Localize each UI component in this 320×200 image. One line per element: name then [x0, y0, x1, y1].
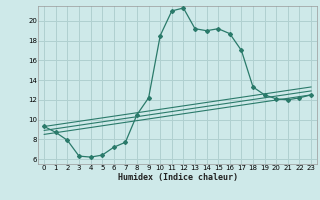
- X-axis label: Humidex (Indice chaleur): Humidex (Indice chaleur): [118, 173, 238, 182]
